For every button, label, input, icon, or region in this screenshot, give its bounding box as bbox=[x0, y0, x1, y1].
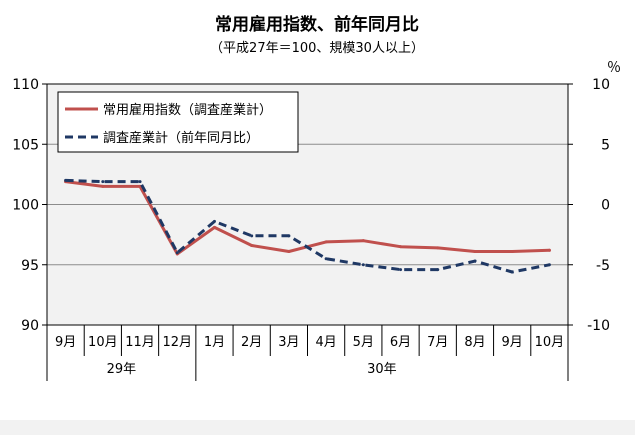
series-2-point bbox=[138, 180, 142, 184]
y-right-tick-label: 0 bbox=[601, 198, 610, 214]
chart-subtitle: （平成27年＝100、規模30人以上） bbox=[210, 41, 424, 56]
x-tick-label: 1月 bbox=[204, 335, 225, 350]
series-1-point bbox=[250, 243, 254, 247]
x-tick-label: 9月 bbox=[55, 335, 76, 350]
y-right-tick-label: 5 bbox=[601, 137, 610, 153]
x-tick-label: 3月 bbox=[278, 335, 299, 350]
year-group-label: 30年 bbox=[367, 362, 397, 377]
legend-box bbox=[57, 91, 299, 153]
y-left-tick-label: 90 bbox=[21, 318, 39, 334]
series-2-point bbox=[547, 263, 551, 267]
y-right-tick-label: -10 bbox=[587, 318, 610, 334]
chart-title: 常用雇用指数、前年同月比 bbox=[215, 14, 419, 35]
series-1-point bbox=[510, 249, 514, 253]
series-1-point bbox=[287, 249, 291, 253]
series-2-point bbox=[287, 234, 291, 238]
series-1-point bbox=[547, 248, 551, 252]
series-1-point bbox=[212, 225, 216, 229]
series-2-point bbox=[436, 268, 440, 272]
x-tick-label: 10月 bbox=[88, 335, 118, 350]
x-tick-label: 5月 bbox=[353, 335, 374, 350]
series-1-point bbox=[399, 245, 403, 249]
series-2-point bbox=[399, 268, 403, 272]
series-2-point bbox=[212, 219, 216, 223]
y-right-tick-label: -5 bbox=[596, 258, 610, 274]
legend-label-2: 調査産業計（前年同月比） bbox=[103, 130, 259, 146]
series-2-point bbox=[101, 180, 105, 184]
x-tick-label: 9月 bbox=[502, 335, 523, 350]
x-tick-label: 8月 bbox=[464, 335, 485, 350]
series-2-point bbox=[324, 257, 328, 261]
year-group-label: 29年 bbox=[107, 362, 137, 377]
y-right-tick-label: 10 bbox=[592, 77, 610, 93]
y-left-tick-label: 95 bbox=[21, 258, 39, 274]
y-left-tick-label: 110 bbox=[12, 77, 39, 93]
y-left-tick-label: 100 bbox=[12, 198, 39, 214]
x-tick-label: 7月 bbox=[427, 335, 448, 350]
series-1-point bbox=[361, 239, 365, 243]
series-2-point bbox=[510, 270, 514, 274]
series-1-point bbox=[101, 184, 105, 188]
x-tick-label: 10月 bbox=[535, 335, 565, 350]
series-line-2 bbox=[65, 178, 550, 274]
x-tick-label: 11月 bbox=[125, 335, 155, 350]
x-tick-label: 4月 bbox=[315, 335, 336, 350]
series-1-point bbox=[324, 240, 328, 244]
series-2-point bbox=[361, 263, 365, 267]
y-left-tick-label: 105 bbox=[12, 137, 39, 153]
x-tick-label: 12月 bbox=[162, 335, 192, 350]
series-1-point bbox=[473, 249, 477, 253]
legend-label-1: 常用雇用指数（調査産業計） bbox=[103, 102, 272, 118]
x-tick-label: 2月 bbox=[241, 335, 262, 350]
series-2-point bbox=[473, 259, 477, 263]
y-right-unit: ％ bbox=[607, 60, 621, 76]
x-tick-label: 6月 bbox=[390, 335, 411, 350]
series-1-point bbox=[436, 246, 440, 250]
series-2-point bbox=[64, 178, 68, 182]
bottom-band bbox=[0, 420, 635, 435]
series-2-point bbox=[250, 234, 254, 238]
series-2-point bbox=[175, 251, 179, 255]
